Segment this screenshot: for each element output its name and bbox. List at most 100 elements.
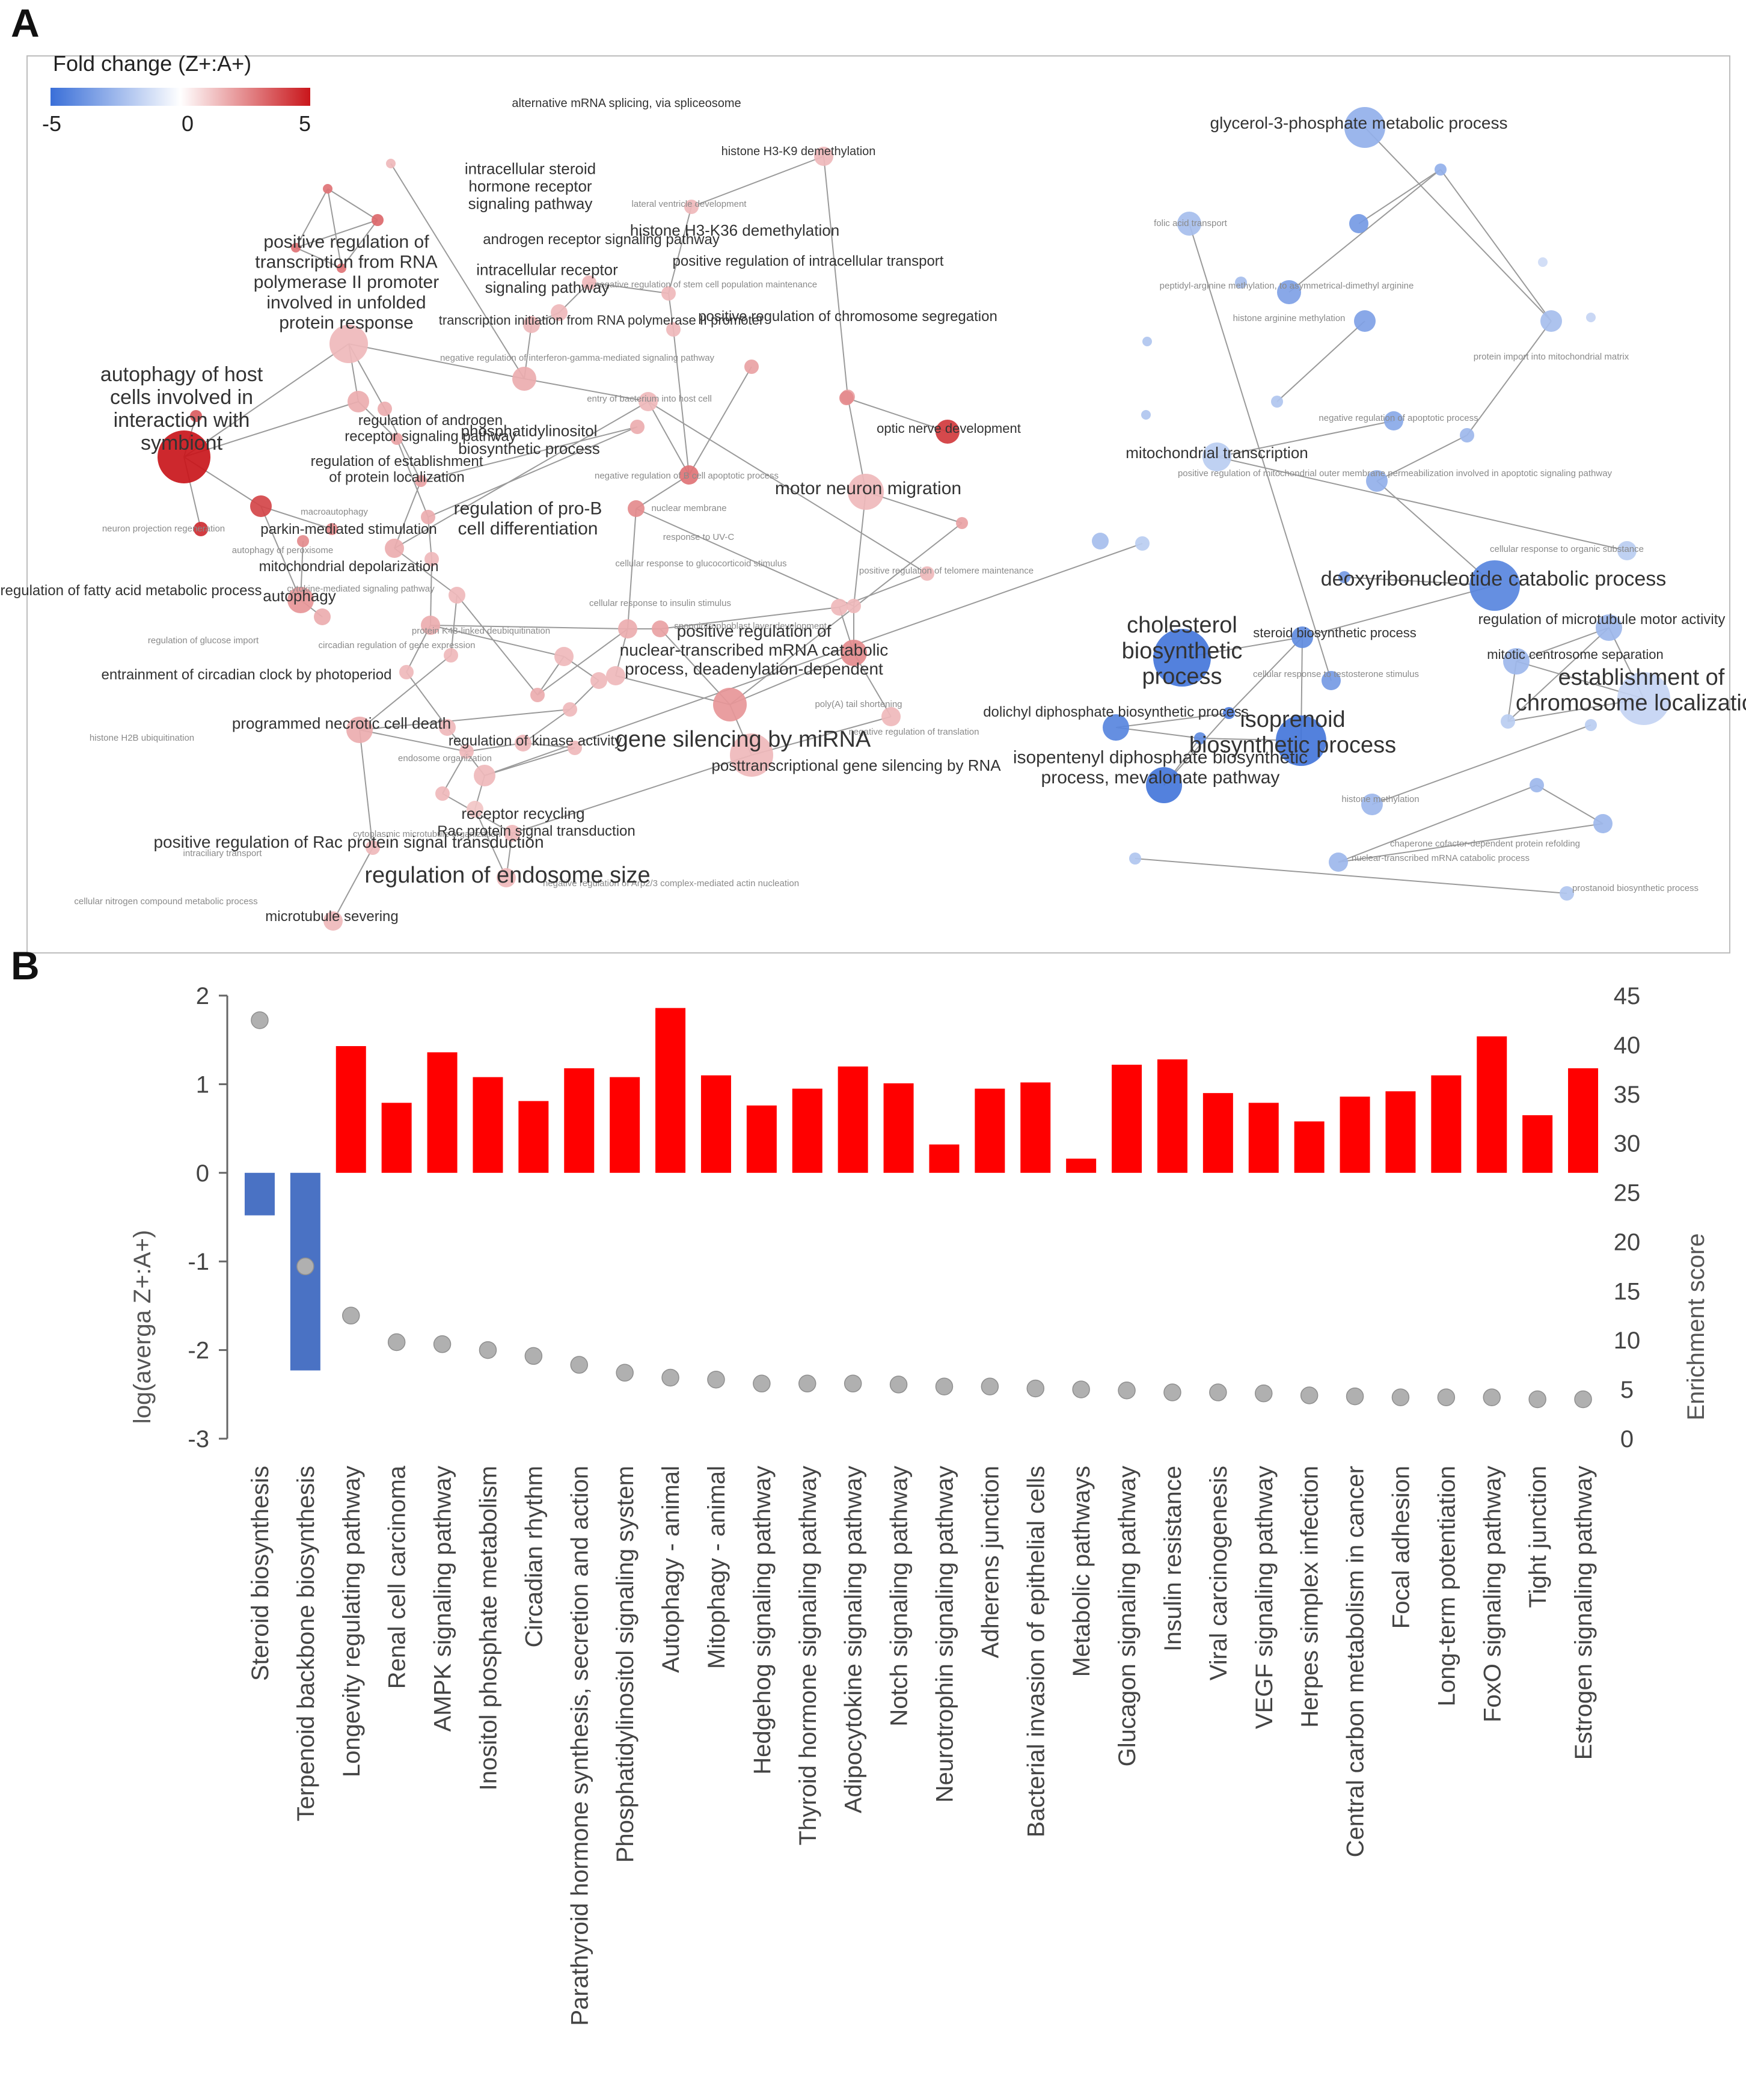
x-tick-label: Phosphatidylinositol signaling system [612,1466,639,1863]
network-small-label: poly(A) tail shortening [815,699,902,709]
network-small-label: cellular response to glucocorticoid stim… [615,559,786,569]
network-node-label: positive regulation of transcription from… [254,232,439,332]
network-edge [648,401,690,476]
enrichment-point [1483,1388,1501,1406]
y-tick-label: -2 [188,1338,209,1364]
x-tick-label: Tight junction [1525,1466,1551,1608]
network-edge [1115,712,1230,728]
network-node-label: regulation of microtubule motor activity [1478,611,1726,628]
network-edge [456,595,538,696]
network-node [1354,310,1376,332]
network-node-label: positive regulation of intracellular tra… [673,253,944,269]
enrichment-point [981,1377,999,1395]
network-node [474,765,495,786]
network-node [326,523,338,535]
x-tick-label: Longevity regulating pathway [338,1466,365,1777]
x-tick-label: Estrogen signaling pathway [1570,1466,1597,1760]
bar [838,1066,868,1173]
network-edge [627,508,637,629]
network-small-label: folic acid transport [1154,218,1228,228]
bar [655,1008,686,1173]
legend-min-label: -5 [42,111,61,136]
network-node [563,702,577,717]
panel-a-letter: A [11,1,40,45]
enrichment-point [1255,1384,1273,1403]
network-node [1135,536,1150,551]
network-small-label: histone H2B ubiquitination [90,733,194,743]
network-node-label: positive regulation of Rac protein signa… [153,833,544,851]
enrichment-point [251,1011,269,1029]
network-node [1194,732,1206,744]
network-small-label: lateral ventricle development [632,199,747,209]
network-node [1142,337,1152,346]
network-node-label: alternative mRNA splicing, via spliceoso… [512,97,741,110]
network-edge [1371,724,1591,805]
network-edge [1466,320,1552,436]
network-node [348,391,369,412]
bar [975,1088,1005,1173]
network-node-label: positive regulation of chromosome segreg… [698,308,997,325]
network-small-label: regulation of glucose import [148,635,259,646]
enrichment-point [1574,1390,1592,1409]
enrichment-point [387,1333,406,1352]
network-node-label: receptor recycling [461,804,584,822]
legend-mid-label: 0 [182,111,194,136]
network-edge [537,628,628,696]
network-node [713,688,747,721]
network-edge [394,480,421,549]
network-edge [359,709,571,730]
network-edge [1216,456,1628,551]
network-edge [295,247,342,269]
network-edge [1216,420,1394,458]
y-tick-label: 0 [196,1160,209,1187]
network-small-label: cellular response to testosterone stimul… [1253,669,1419,679]
color-legend: Fold change (Z+:A+) -5 0 5 [42,51,311,136]
network-node [378,402,392,416]
network-edge [359,729,467,752]
bar [1020,1082,1051,1173]
network-node [1277,280,1301,304]
enrichment-point [342,1306,360,1325]
network-node-label: cholesterol biosynthetic process [1122,613,1243,689]
network-node [421,616,440,635]
enrichment-point [1300,1386,1319,1404]
bar [1066,1159,1097,1173]
x-tick-label: Central carbon metabolism in cancer [1343,1466,1369,1857]
network-edge [394,548,458,596]
network-edge [1135,858,1567,894]
network-node [1276,715,1326,766]
network-node [337,263,346,273]
x-tick-label: Adipocytokine signaling pathway [841,1466,867,1813]
network-edge [260,506,332,530]
network-node [590,672,607,689]
network-small-label: chaperone cofactor-dependent protein ref… [1390,839,1580,849]
network-node [467,801,483,818]
network-edge [406,672,448,728]
network-small-label: negative regulation of stem cell populat… [595,280,817,290]
bar [1248,1103,1279,1173]
x-tick-label: Hedgehog signaling pathway [749,1466,776,1775]
enrichment-point [798,1374,816,1393]
network-node [385,539,404,558]
network-node [1366,470,1388,492]
network-edge [1338,823,1604,863]
network-node [661,286,676,301]
network-edge [615,675,731,705]
network-edge [1189,223,1332,681]
network-edge [1536,785,1604,824]
bar [1112,1064,1142,1173]
network-node-label: intracellular steroid hormone receptor sig… [465,159,596,212]
network-node [1141,410,1151,420]
network-node [444,648,458,663]
network-edge [390,163,525,379]
x-tick-label: Bacterial invasion of epithelial cells [1023,1466,1049,1837]
panel-b-letter: B [11,943,40,988]
network-node [1617,672,1670,725]
network-node [1129,853,1141,865]
network-node [831,599,848,616]
network-edge [420,426,638,482]
network-node [391,433,403,445]
y2-tick-label: 35 [1614,1082,1641,1108]
network-node-label: Rac protein signal transduction [437,823,636,839]
network-small-label: positive regulation of telomere maintena… [859,566,1034,576]
